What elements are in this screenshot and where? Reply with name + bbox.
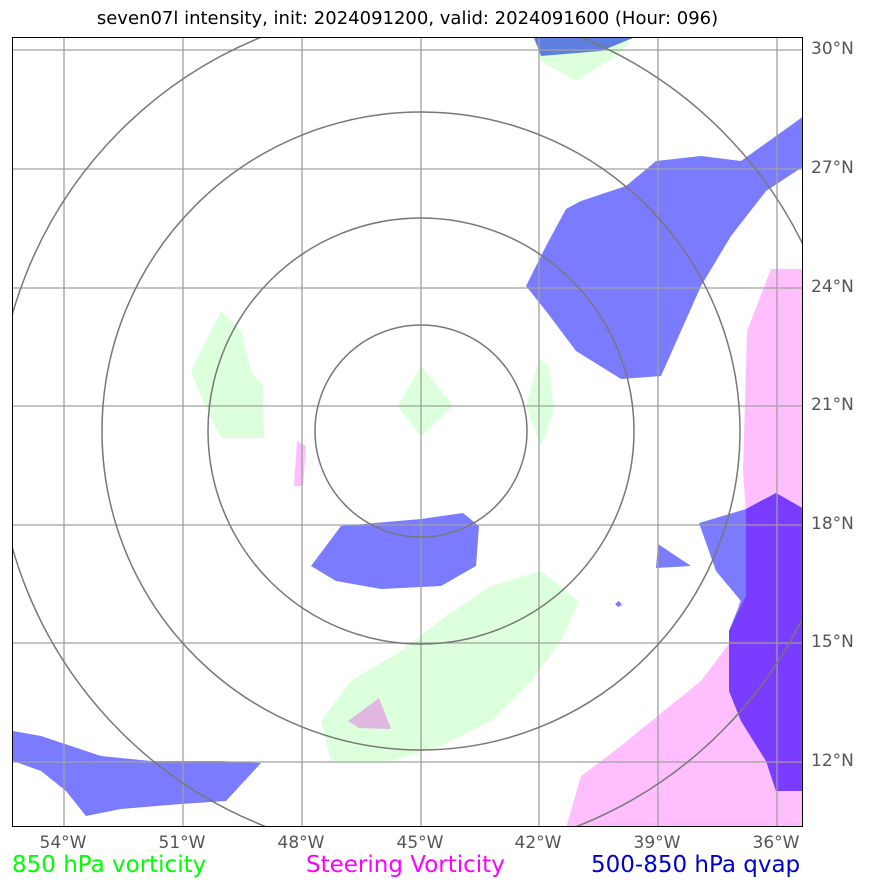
qvap-area [534, 38, 633, 56]
legend-qvap: 500-850 hPa qvap [591, 852, 801, 878]
range-ring [101, 111, 741, 751]
map-panel[interactable] [12, 37, 803, 827]
steering-area [348, 698, 391, 729]
vorticity-area [398, 366, 453, 436]
lat-label-18n: 18°N [811, 514, 854, 534]
lon-label-42w: 42°W [514, 833, 562, 853]
lon-label-51w: 51°W [158, 833, 206, 853]
lat-label-15n: 15°N [811, 632, 854, 652]
vorticity-area [321, 571, 579, 761]
vorticity-area [191, 311, 264, 438]
vorticity-850-contours [191, 41, 631, 761]
lat-lon-grid [13, 38, 802, 826]
lon-label-54w: 54°W [39, 833, 87, 853]
lon-label-45w: 45°W [396, 833, 444, 853]
legend-steering-vorticity: Steering Vorticity [306, 852, 505, 878]
qvap-contours [13, 38, 802, 816]
qvap-area [311, 513, 479, 589]
lat-label-21n: 21°N [811, 395, 854, 415]
lat-label-12n: 12°N [811, 751, 854, 771]
qvap-area [615, 601, 622, 607]
lat-label-24n: 24°N [811, 277, 854, 297]
lon-label-48w: 48°W [277, 833, 325, 853]
vorticity-area [526, 359, 554, 446]
map-title: seven07l intensity, init: 2024091200, va… [96, 8, 719, 29]
range-ring [207, 217, 635, 645]
qvap-area [729, 493, 802, 791]
qvap-area [656, 544, 691, 568]
range-rings [13, 38, 802, 826]
map-canvas [13, 38, 802, 826]
steering-area [294, 441, 306, 486]
lon-label-36w: 36°W [752, 833, 800, 853]
qvap-area [13, 731, 261, 816]
lat-label-27n: 27°N [811, 158, 854, 178]
qvap-area [526, 117, 802, 379]
range-ring [314, 324, 528, 538]
lat-label-30n: 30°N [811, 39, 854, 59]
lon-label-39w: 39°W [633, 833, 681, 853]
legend-850-vorticity: 850 hPa vorticity [12, 852, 207, 878]
